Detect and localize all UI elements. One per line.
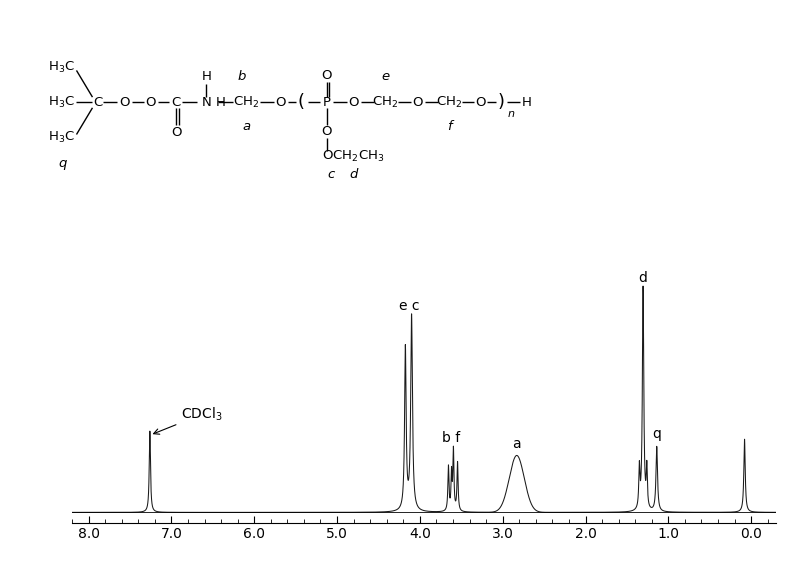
Text: d: d bbox=[638, 271, 647, 285]
Text: O: O bbox=[171, 126, 182, 139]
Text: P: P bbox=[322, 96, 330, 109]
Text: N: N bbox=[202, 96, 211, 109]
Text: b f: b f bbox=[442, 431, 461, 445]
Text: CH$_2$: CH$_2$ bbox=[373, 95, 398, 110]
Text: H: H bbox=[522, 96, 531, 109]
Text: e c: e c bbox=[399, 299, 419, 314]
Text: O: O bbox=[119, 96, 130, 109]
Text: H: H bbox=[215, 96, 226, 109]
Text: (: ( bbox=[298, 94, 305, 111]
Text: C: C bbox=[93, 96, 102, 109]
Text: a: a bbox=[242, 120, 250, 133]
Text: e: e bbox=[382, 70, 390, 83]
Text: H$_3$C: H$_3$C bbox=[48, 130, 75, 145]
Text: H$_3$C: H$_3$C bbox=[48, 95, 75, 110]
Text: CDCl$_3$: CDCl$_3$ bbox=[154, 406, 222, 434]
Text: O: O bbox=[348, 96, 359, 109]
Text: b: b bbox=[238, 70, 246, 83]
Text: a: a bbox=[513, 437, 521, 452]
Text: C: C bbox=[172, 96, 181, 109]
Text: O: O bbox=[475, 96, 486, 109]
Text: CH$_2$: CH$_2$ bbox=[437, 95, 462, 110]
Text: O: O bbox=[412, 96, 423, 109]
Text: H: H bbox=[202, 70, 211, 83]
Text: H$_3$C: H$_3$C bbox=[48, 60, 75, 76]
Text: O: O bbox=[322, 126, 332, 139]
Text: d: d bbox=[350, 168, 358, 181]
Text: n: n bbox=[507, 109, 514, 119]
Text: OCH$_2$CH$_3$: OCH$_2$CH$_3$ bbox=[322, 149, 385, 165]
Text: q: q bbox=[58, 157, 66, 170]
Text: ): ) bbox=[498, 94, 504, 111]
Text: O: O bbox=[322, 69, 332, 82]
Text: O: O bbox=[275, 96, 286, 109]
Text: c: c bbox=[327, 168, 335, 181]
Text: O: O bbox=[146, 96, 156, 109]
Text: CH$_2$: CH$_2$ bbox=[233, 95, 259, 110]
Text: f: f bbox=[447, 120, 452, 133]
Text: q: q bbox=[652, 427, 661, 441]
